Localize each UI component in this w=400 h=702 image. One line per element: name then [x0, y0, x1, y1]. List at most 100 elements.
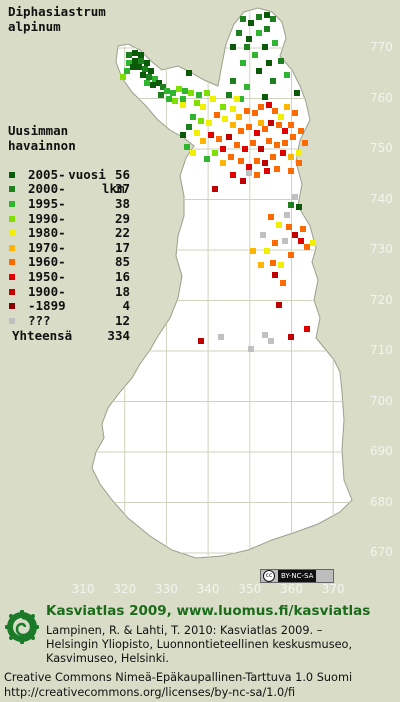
observation-square	[280, 280, 286, 286]
observation-square	[126, 60, 132, 66]
observation-square	[242, 146, 248, 152]
observation-square	[282, 128, 288, 134]
observation-square	[292, 194, 298, 200]
observation-square	[304, 326, 310, 332]
observation-square	[226, 92, 232, 98]
observation-square	[158, 92, 164, 98]
observation-square	[230, 106, 236, 112]
legend-swatch	[9, 288, 15, 295]
observation-square	[278, 114, 284, 120]
observation-square	[292, 110, 298, 116]
y-tick-label: 760	[370, 90, 393, 105]
observation-square	[272, 40, 278, 46]
legend-swatch	[9, 303, 15, 310]
x-tick-label: 370	[321, 582, 345, 596]
observation-square	[220, 160, 226, 166]
x-tick-label: 360	[280, 582, 303, 596]
observation-square	[284, 104, 290, 110]
kasviatlas-logo-icon	[5, 610, 39, 644]
observation-square	[194, 130, 200, 136]
observation-square	[254, 130, 260, 136]
legend-row: -1899 4	[8, 299, 130, 314]
legend-period: 1995-	[28, 195, 66, 211]
observation-square	[252, 52, 258, 58]
observation-square	[238, 128, 244, 134]
observation-square	[236, 30, 242, 36]
observation-square	[164, 88, 170, 94]
observation-square	[144, 60, 150, 66]
legend-count: 29	[114, 210, 130, 226]
observation-square	[276, 122, 282, 128]
legend-row: 1990- 29	[8, 211, 130, 227]
observation-square	[266, 138, 272, 144]
y-tick-label: 680	[370, 494, 393, 509]
legend-heading-line-1: Uusimman	[8, 123, 69, 138]
observation-square	[258, 104, 264, 110]
observation-square	[120, 74, 126, 80]
observation-square	[298, 238, 304, 244]
legend-swatch	[9, 186, 15, 193]
observation-square	[246, 164, 252, 170]
observation-square	[236, 114, 242, 120]
observation-square	[238, 158, 244, 164]
observation-square	[288, 168, 294, 174]
observation-square	[238, 96, 244, 102]
legend-row: 1960- 85	[8, 254, 130, 270]
legend-swatch	[9, 171, 15, 178]
observation-square	[132, 58, 138, 64]
observation-square	[144, 80, 150, 86]
observation-square	[204, 90, 210, 96]
observation-square	[240, 60, 246, 66]
observation-square	[258, 120, 264, 126]
observation-square	[234, 142, 240, 148]
legend-period: 1960-	[28, 254, 66, 270]
observation-square	[148, 68, 154, 74]
license-line-1: Creative Commons Nimeä-Epäkaupallinen-Ta…	[4, 671, 353, 684]
footer-title: Kasviatlas 2009, www.luomus.fi/kasviatla…	[46, 603, 371, 619]
observation-square	[262, 332, 268, 338]
cc-terms: BY-NC-SA	[278, 570, 317, 582]
legend-count: 38	[114, 195, 130, 211]
observation-square	[140, 72, 146, 78]
observation-square	[248, 346, 254, 352]
observation-square	[246, 124, 252, 130]
y-tick-label: 750	[370, 141, 393, 155]
legend-heading: Uusimman havainnon vuosi lkm	[8, 123, 125, 196]
observation-square	[230, 172, 236, 178]
footer-reference: Lampinen, R. & Lahti, T. 2010: Kasviatla…	[46, 624, 352, 666]
x-tick-label: 330	[154, 582, 178, 596]
observation-square	[254, 158, 260, 164]
observation-square	[210, 96, 216, 102]
legend-row: 2005- 56	[8, 167, 130, 183]
observation-square	[190, 114, 196, 120]
observation-square	[278, 262, 284, 268]
observation-square	[270, 260, 276, 266]
observation-square	[234, 96, 240, 102]
legend-swatch	[9, 244, 15, 251]
observation-square	[230, 44, 236, 50]
observation-square	[156, 80, 162, 86]
observation-square	[150, 82, 156, 88]
license-url[interactable]: http://creativecommons.org/licenses/by-n…	[4, 686, 296, 699]
observation-squares	[120, 12, 316, 352]
observation-square	[270, 78, 276, 84]
observation-square	[184, 144, 190, 150]
legend-period: 1980-	[28, 225, 66, 241]
observation-square	[270, 154, 276, 160]
observation-square	[274, 142, 280, 148]
observation-square	[264, 248, 270, 254]
observation-square	[200, 138, 206, 144]
observation-square	[278, 58, 284, 64]
observation-square	[248, 20, 254, 26]
y-tick-label: 730	[370, 242, 393, 256]
y-tick-label: 740	[370, 191, 393, 206]
observation-square	[282, 140, 288, 146]
observation-square	[268, 120, 274, 126]
legend-count-heading: lkm	[102, 181, 125, 197]
cc-license-badge[interactable]: cc BY-NC-SA	[260, 569, 334, 583]
observation-square	[136, 64, 142, 70]
legend-count: 16	[114, 268, 130, 284]
observation-square	[288, 154, 294, 160]
observation-square	[166, 96, 172, 102]
legend-total-count: 334	[107, 328, 130, 344]
